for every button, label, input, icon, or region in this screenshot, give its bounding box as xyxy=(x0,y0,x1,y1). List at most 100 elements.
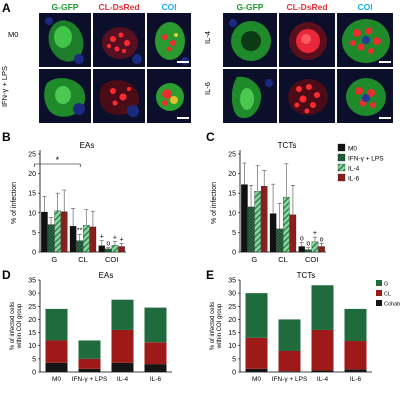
bar-coi-il-4 xyxy=(311,241,319,253)
chart-eas-coi-composition: EAs % of infected cellswithin COI group 0 5… xyxy=(10,272,172,383)
micrograph-il6-dsred xyxy=(278,68,336,124)
chart-title: TCTs xyxy=(278,141,297,150)
y-tick-label: 35 xyxy=(228,278,236,285)
legend-swatch-cohab xyxy=(376,300,382,306)
channel-header-cl-dsred-right: CL-DsRed xyxy=(286,2,328,12)
legend-label-ifn-lps: IFN-γ + LPS xyxy=(348,156,384,163)
panel-label-d: D xyxy=(2,268,11,282)
x-tick-label-g: G xyxy=(251,255,257,264)
legend-label-il-6: IL-6 xyxy=(348,176,360,183)
bar-cl-il-6 xyxy=(89,226,97,253)
scale-bar xyxy=(379,117,391,119)
significance-marker: o xyxy=(106,240,110,247)
row-label-m0: M0 xyxy=(8,30,19,39)
scale-bar xyxy=(379,61,391,63)
micrograph-m0-coi xyxy=(146,12,192,68)
chart-title: EAs xyxy=(80,141,95,150)
legend-label-m0: M0 xyxy=(348,146,357,153)
significance-marker: o xyxy=(300,236,304,243)
legend-swatch-m0 xyxy=(337,143,346,152)
y-tick-label: 20 xyxy=(28,317,36,324)
legend-label-g: G xyxy=(384,282,388,288)
bar-segment-il-6-g xyxy=(144,307,167,343)
x-tick-label-il-6: IL-6 xyxy=(150,376,162,383)
micrograph-il4-dsred xyxy=(278,12,336,68)
x-tick-label-ifn-lps: IFN-γ + LPS xyxy=(272,376,308,383)
legend-swatch-cl xyxy=(376,290,382,296)
bar-segment-m0-g xyxy=(45,308,68,341)
chart-title: TCTs xyxy=(297,272,316,280)
channel-header-cl-dsred-left: CL-DsRed xyxy=(98,2,140,12)
micrograph-m0-gfp xyxy=(38,12,92,68)
legend-label-cohab: Cohab xyxy=(384,302,400,308)
y-tick-label: 0 xyxy=(32,370,36,377)
panel-label-a: A xyxy=(2,1,11,15)
y-tick-label: 20 xyxy=(228,317,236,324)
y-tick-label: 25 xyxy=(228,152,236,159)
micrograph-ifn-dsred xyxy=(92,68,146,124)
x-tick-label-g: G xyxy=(51,255,57,264)
bar-segment-m0-cl xyxy=(245,337,268,369)
panel-label-c: C xyxy=(206,130,215,144)
y-tick-label: 20 xyxy=(28,171,36,178)
x-tick-label-il-4: IL-4 xyxy=(317,376,329,383)
panel-label-b: B xyxy=(2,130,11,144)
y-axis-label: % of infection xyxy=(211,182,218,224)
y-tick-label: 30 xyxy=(228,291,236,298)
bar-coi-il-4 xyxy=(111,245,119,253)
x-tick-label-il-4: IL-4 xyxy=(117,376,129,383)
micrograph-ifn-gfp xyxy=(38,68,92,124)
bar-segment-il-6-cl xyxy=(144,342,167,365)
y-tick-label: 0 xyxy=(232,370,236,377)
bar-coi-il-6 xyxy=(318,246,325,253)
y-tick-label: 25 xyxy=(28,304,36,311)
bar-g-m0 xyxy=(41,211,48,253)
y-axis-label: % of infected cellswithin COI group xyxy=(10,302,23,350)
legend-swatch-ifn-lps xyxy=(337,153,346,162)
significance-marker: o xyxy=(306,241,310,248)
x-tick-label-il-6: IL-6 xyxy=(350,376,362,383)
bar-segment-ifn-lps-cohab xyxy=(78,368,101,372)
scale-bar xyxy=(177,61,189,63)
channel-header-coi-left: COI xyxy=(161,2,177,12)
y-tick-label: 10 xyxy=(28,210,36,217)
bar-segment-m0-cohab xyxy=(245,368,268,372)
y-tick-label: 0 xyxy=(232,250,236,257)
significance-marker: + xyxy=(313,230,317,237)
bar-segment-il-4-cohab xyxy=(311,370,334,372)
bar-segment-il-6-cohab xyxy=(144,364,167,372)
y-tick-label: 30 xyxy=(28,291,36,298)
bar-coi-m0 xyxy=(298,246,306,253)
bar-coi-ifn-lps xyxy=(305,249,312,253)
scale-bar xyxy=(177,117,189,119)
significance-marker: + xyxy=(113,234,117,241)
x-tick-label-ifn-lps: IFN-γ + LPS xyxy=(72,376,108,383)
bar-cl-m0 xyxy=(269,213,277,253)
significance-marker: * xyxy=(56,155,60,165)
bar-segment-ifn-lps-g xyxy=(78,340,101,359)
bar-segment-m0-cohab xyxy=(45,362,68,372)
significance-marker: + xyxy=(120,236,124,243)
y-tick-label: 0 xyxy=(32,250,36,257)
y-tick-label: 5 xyxy=(32,356,36,363)
micrograph-il4-gfp xyxy=(222,12,278,68)
bar-g-il-4 xyxy=(54,210,61,253)
y-tick-label: 5 xyxy=(32,230,36,237)
row-label-il4: IL-4 xyxy=(202,31,212,44)
bar-segment-m0-g xyxy=(245,293,268,338)
bar-segment-il-6-cohab xyxy=(344,369,367,372)
micrograph-il4-coi xyxy=(336,12,394,68)
y-axis-label: % of infected cellswithin COI group xyxy=(210,302,223,350)
significance-marker: ** xyxy=(77,227,83,234)
bar-segment-il-4-cl xyxy=(111,329,134,363)
channel-header-g-gfp-right: G-GFP xyxy=(236,2,264,12)
y-tick-label: 15 xyxy=(228,191,236,198)
y-tick-label: 5 xyxy=(232,356,236,363)
significance-marker: + xyxy=(100,234,104,241)
bar-segment-il-4-g xyxy=(111,299,134,330)
y-tick-label: 25 xyxy=(28,152,36,159)
bar-segment-il-6-g xyxy=(344,308,367,341)
x-tick-label-m0: M0 xyxy=(52,376,61,383)
row-label-ifn-lps: IFN-γ + LPS xyxy=(0,65,10,108)
